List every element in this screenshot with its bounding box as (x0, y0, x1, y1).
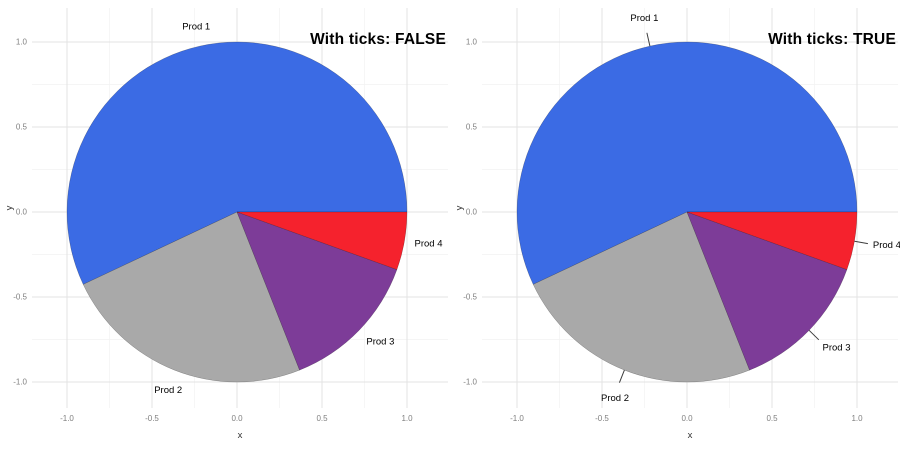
pie-plot-svg-left: Prod 1 Prod 2 Prod 3 Prod 4 -1.0 -1.0 -0.5 -0.… (4, 8, 448, 441)
slice-label-prod-3: Prod 3 (823, 342, 851, 353)
chart-title: With ticks: FALSE (310, 31, 446, 48)
x-axis-title: x (688, 430, 693, 441)
slice-label-prod-2: Prod 2 (154, 385, 182, 396)
x-tick-label: -0.5 (595, 414, 609, 423)
x-tick-label: 1.0 (401, 414, 413, 423)
y-tick-label: -0.5 (13, 293, 27, 302)
pie-plot-svg-right: Prod 1 Prod 2 Prod 3 Prod 4 -1.0 -1.0 -0.5 -0.… (454, 8, 900, 441)
x-tick-label: -1.0 (60, 414, 74, 423)
pie-slices (66, 41, 408, 383)
pie-slice-prod-4 (236, 211, 408, 270)
x-tick-label: 0.5 (316, 414, 328, 423)
y-tick-label: 0.0 (466, 208, 478, 217)
pie-slice-prod-2 (82, 211, 300, 383)
x-axis-title: x (238, 430, 243, 441)
slice-labels: Prod 1 Prod 2 Prod 3 Prod 4 (601, 13, 900, 404)
slice-label-prod-1: Prod 1 (630, 13, 658, 24)
pie-slice-prod-3 (686, 211, 848, 371)
y-axis-title: y (4, 205, 15, 210)
x-tick-label: -0.5 (145, 414, 159, 423)
leader-tick-prod-3 (808, 329, 820, 341)
x-tick-label: 0.0 (231, 414, 243, 423)
slice-label-prod-4: Prod 4 (873, 240, 900, 251)
slice-label-prod-3: Prod 3 (366, 336, 394, 347)
axis-tick-labels: -1.0 -1.0 -0.5 -0.5 0.0 0.0 0.5 0.5 1.0 1.0 (13, 38, 413, 424)
y-tick-label: -1.0 (463, 378, 477, 387)
leader-tick-prod-1 (646, 32, 651, 47)
chart-title: With ticks: TRUE (768, 31, 896, 48)
slice-label-prod-1: Prod 1 (182, 22, 210, 33)
pie-slice-prod-4 (686, 211, 858, 270)
y-tick-label: 1.0 (16, 38, 28, 47)
slice-labels: Prod 1 Prod 2 Prod 3 Prod 4 (154, 22, 442, 396)
x-tick-label: 1.0 (851, 414, 863, 423)
x-tick-label: 0.5 (766, 414, 778, 423)
pie-slices (516, 41, 858, 383)
leader-tick-prod-2 (618, 369, 625, 383)
pie-slice-prod-3 (236, 211, 398, 371)
slice-label-prod-4: Prod 4 (415, 239, 443, 250)
pie-slice-prod-1 (66, 41, 408, 285)
axis-tick-labels: -1.0 -1.0 -0.5 -0.5 0.0 0.0 0.5 0.5 1.0 1.0 (463, 38, 863, 424)
pie-slice-prod-1 (516, 41, 858, 285)
y-tick-label: 0.5 (466, 123, 478, 132)
chart-panel-left: Prod 1 Prod 2 Prod 3 Prod 4 -1.0 -1.0 -0.5 -0.… (4, 8, 448, 441)
slice-label-prod-2: Prod 2 (601, 393, 629, 404)
pie-slice-prod-2 (532, 211, 750, 383)
y-axis-title: y (454, 205, 465, 210)
y-tick-label: 0.5 (16, 123, 28, 132)
y-tick-label: 0.0 (16, 208, 28, 217)
y-tick-label: 1.0 (466, 38, 478, 47)
leader-tick-prod-4 (854, 240, 868, 245)
y-tick-label: -0.5 (463, 293, 477, 302)
x-tick-label: -1.0 (510, 414, 524, 423)
x-tick-label: 0.0 (681, 414, 693, 423)
y-tick-label: -1.0 (13, 378, 27, 387)
chart-panel-right: Prod 1 Prod 2 Prod 3 Prod 4 -1.0 -1.0 -0.5 -0.… (450, 0, 900, 450)
